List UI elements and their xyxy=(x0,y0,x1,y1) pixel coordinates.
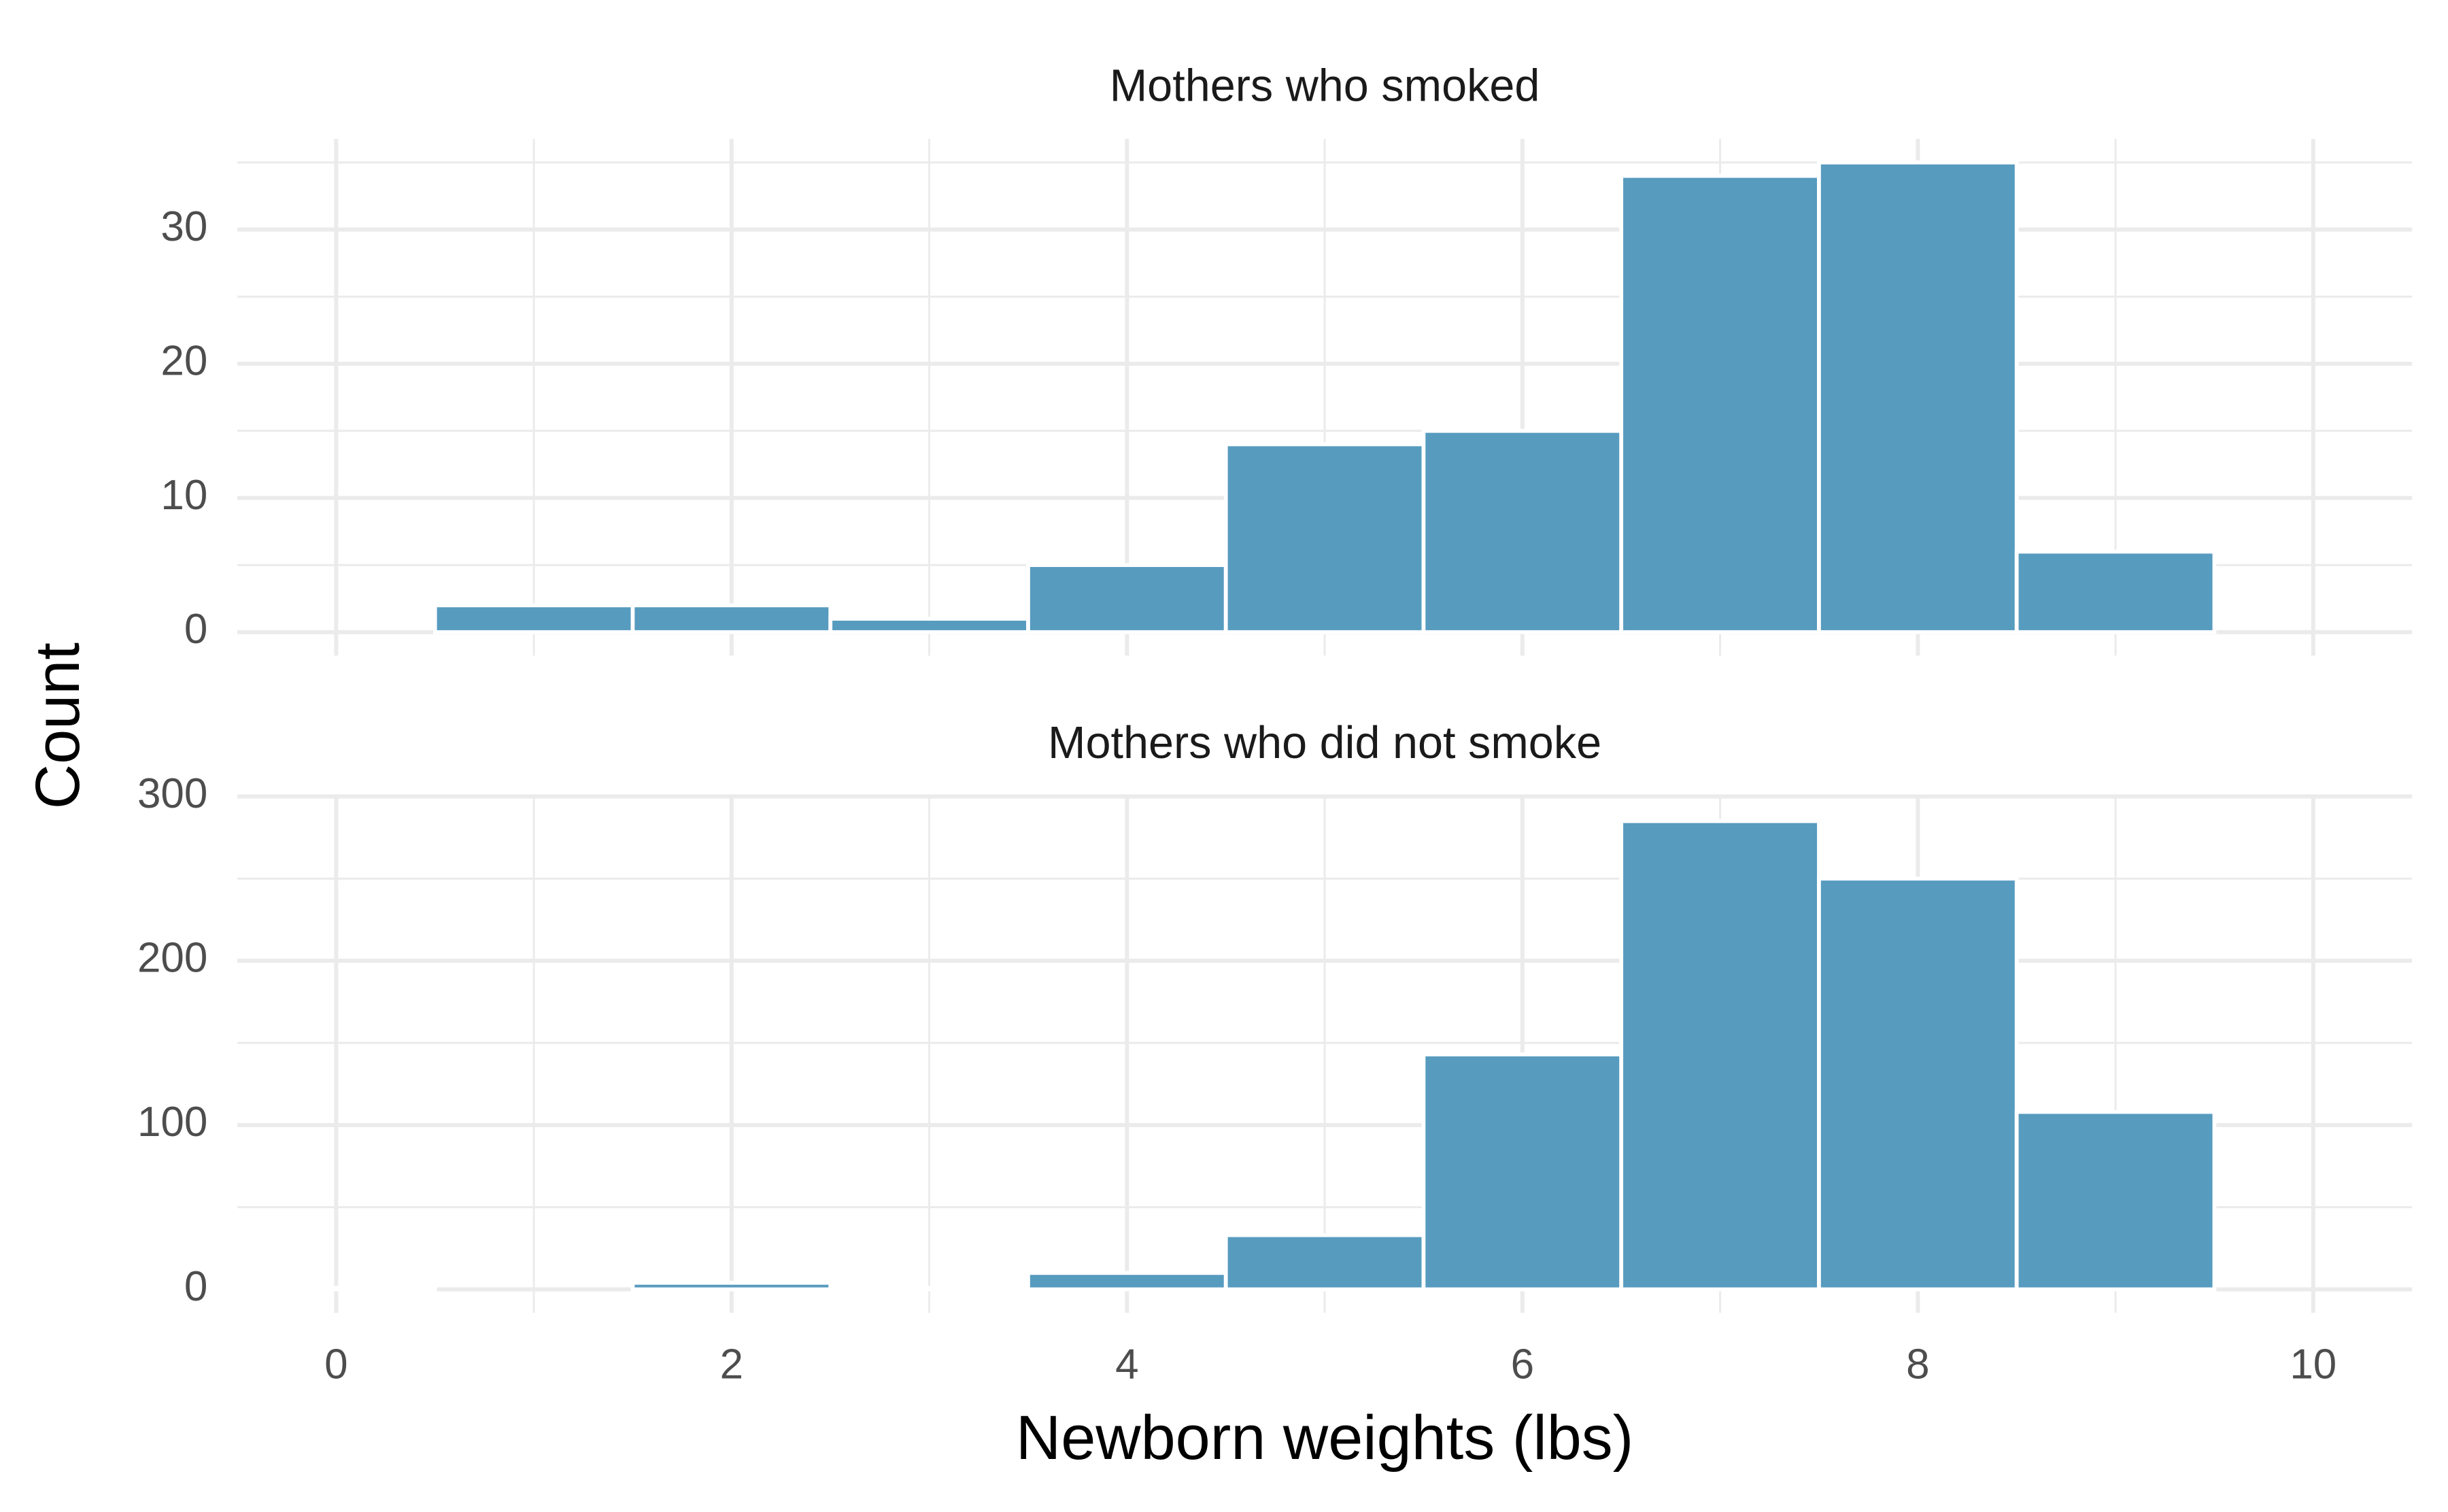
bar xyxy=(1817,160,2019,634)
bar xyxy=(1817,876,2019,1292)
y-axis-title: Count xyxy=(23,642,92,809)
bar xyxy=(1421,428,1624,634)
y-tick-label: 200 xyxy=(137,935,207,982)
bar xyxy=(2014,1110,2217,1292)
x-tick-label: 10 xyxy=(2290,1341,2336,1388)
x-axis-title: Newborn weights (lbs) xyxy=(1016,1403,1633,1473)
x-tick-label: 0 xyxy=(324,1341,347,1388)
facet-title: Mothers who did not smoke xyxy=(1048,718,1601,768)
bar xyxy=(828,617,1030,634)
bar xyxy=(1421,1052,1624,1292)
y-tick-label: 0 xyxy=(184,606,207,653)
y-tick-label: 30 xyxy=(160,203,207,250)
bar xyxy=(630,603,833,634)
bar xyxy=(2014,549,2217,634)
bar xyxy=(1619,819,1821,1292)
bar xyxy=(432,603,635,634)
bar xyxy=(828,1286,1030,1292)
x-tick-label: 2 xyxy=(720,1341,743,1388)
bar xyxy=(630,1280,833,1292)
bar xyxy=(235,1286,437,1292)
y-tick-label: 0 xyxy=(184,1263,207,1310)
bar xyxy=(1026,563,1228,634)
x-tick-label: 6 xyxy=(1511,1341,1534,1388)
facet-title: Mothers who smoked xyxy=(1110,61,1540,111)
y-tick-label: 10 xyxy=(160,472,207,519)
bar xyxy=(1026,1271,1228,1292)
y-tick-label: 100 xyxy=(137,1099,207,1146)
x-tick-label: 8 xyxy=(1906,1341,1929,1388)
y-tick-label: 20 xyxy=(160,337,207,384)
x-tick-label: 4 xyxy=(1115,1341,1138,1388)
bar xyxy=(1619,173,1821,634)
y-tick-label: 300 xyxy=(137,770,207,817)
bar xyxy=(1223,1233,1426,1292)
bar xyxy=(1223,442,1426,634)
